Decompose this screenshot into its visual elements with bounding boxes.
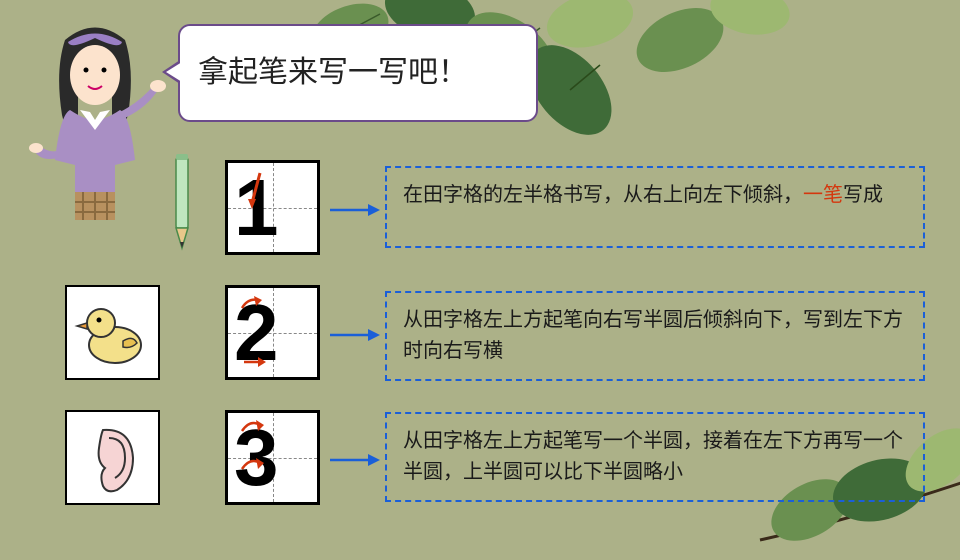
- arrow-icon: [330, 450, 380, 470]
- ear-icon: [65, 410, 160, 505]
- instruction-row-1: 1 在田字格的左半格书写，从右上向左下倾斜，一笔写成: [0, 160, 960, 270]
- desc-highlight-1: 一笔: [803, 184, 843, 206]
- desc-text-1b: 写成: [843, 184, 883, 206]
- tianzi-grid-1: 1: [225, 160, 320, 255]
- desc-text-2: 从田字格左上方起笔向右写半圆后倾斜向下，写到左下方时向右写横: [403, 309, 903, 362]
- arrow-icon: [330, 200, 380, 220]
- duck-icon: [65, 285, 160, 380]
- description-box-2: 从田字格左上方起笔向右写半圆后倾斜向下，写到左下方时向右写横: [385, 291, 925, 381]
- description-box-1: 在田字格的左半格书写，从右上向左下倾斜，一笔写成: [385, 166, 925, 248]
- stroke-arrow-1: [246, 171, 266, 211]
- instruction-row-2: 2 从田字格左上方起笔向右写半圆后倾斜向下，写到左下方时向右写横: [0, 285, 960, 395]
- desc-text-1a: 在田字格的左半格书写，从右上向左下倾斜，: [403, 184, 803, 206]
- stroke-arrow-2a: [238, 294, 262, 314]
- stroke-arrow-3b: [238, 455, 264, 475]
- stroke-arrow-2b: [242, 354, 266, 372]
- tianzi-grid-2: 2: [225, 285, 320, 380]
- tianzi-grid-3: 3: [225, 410, 320, 505]
- speech-bubble: 拿起笔来写一写吧！: [178, 24, 538, 122]
- desc-text-3: 从田字格左上方起笔写一个半圆，接着在左下方再写一个半圆，上半圆可以比下半圆略小: [403, 430, 903, 483]
- instruction-row-3: 3 从田字格左上方起笔写一个半圆，接着在左下方再写一个半圆，上半圆可以比下半圆略…: [0, 410, 960, 520]
- stroke-arrow-3a: [238, 417, 264, 437]
- bubble-text: 拿起笔来写一写吧！: [198, 53, 468, 94]
- arrow-icon: [330, 325, 380, 345]
- description-box-3: 从田字格左上方起笔写一个半圆，接着在左下方再写一个半圆，上半圆可以比下半圆略小: [385, 412, 925, 502]
